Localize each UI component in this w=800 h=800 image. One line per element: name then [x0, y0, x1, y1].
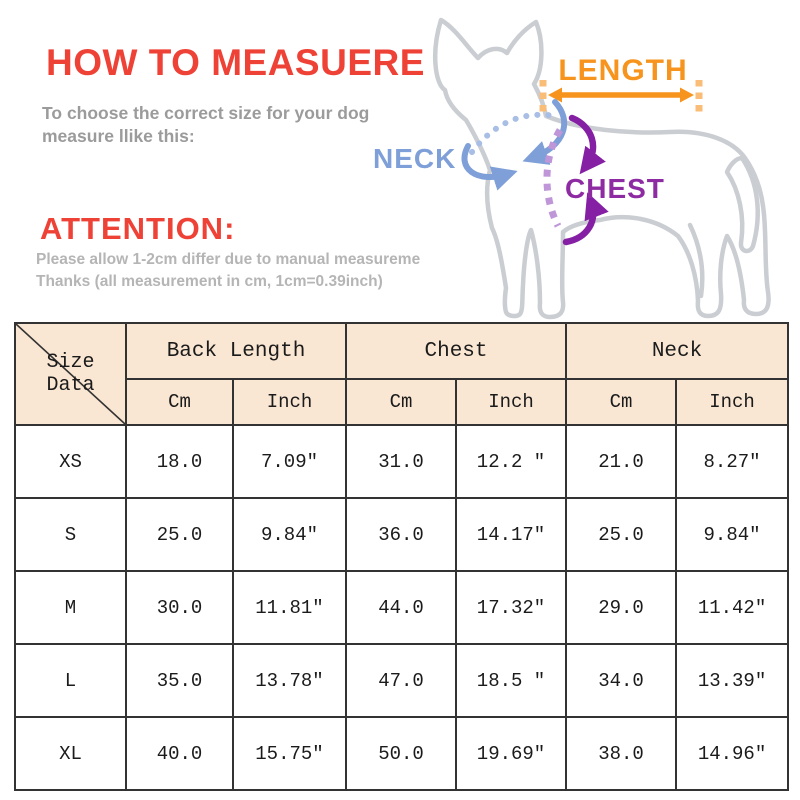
unit-chest-cm: Cm [345, 378, 457, 426]
chest-arrow-lower [562, 192, 609, 246]
unit-back-inch: Inch [232, 378, 347, 426]
measurement-cell: 34.0 [565, 643, 678, 718]
measurement-cell: 30.0 [125, 570, 234, 645]
measurement-cell: 44.0 [345, 570, 457, 645]
dog-thigh-line [687, 222, 705, 299]
page-title: HOW TO MEASUERE [46, 42, 425, 83]
length-annotation: LENGTH [539, 54, 703, 114]
corner-diagonal-line [16, 324, 125, 424]
unit-chest-inch: Inch [454, 378, 568, 426]
measurement-cell: 7.09″ [232, 424, 347, 499]
size-label: XL [14, 716, 127, 791]
measurement-cell: 35.0 [125, 643, 234, 718]
unit-back-cm: Cm [125, 378, 234, 426]
measurement-cell: 40.0 [125, 716, 234, 791]
measurement-cell: 18.5 ″ [454, 643, 568, 718]
neck-dotted-arc [469, 111, 559, 155]
corner-label: Size Data [46, 351, 95, 397]
attention-heading: ATTENTION: [40, 211, 236, 246]
length-label: LENGTH [558, 54, 687, 87]
dog-measurement-diagram: LENGTH NECK CHEST [373, 17, 771, 320]
chest-label: CHEST [565, 173, 665, 204]
measurement-cell: 17.32″ [454, 570, 568, 645]
table-group-header-row: Size Data Back Length Chest Neck [14, 322, 790, 426]
table-row: M 30.0 11.81″ 44.0 17.32″ 29.0 11.42″ [14, 570, 790, 645]
table-unit-header-row: Cm Inch Cm Inch Cm Inch [15, 378, 790, 426]
measurement-cell: 25.0 [565, 497, 678, 572]
size-table: Size Data Back Length Chest Neck Cm Inch… [14, 322, 790, 791]
measurement-cell: 29.0 [565, 570, 678, 645]
measurement-cell: 47.0 [345, 643, 457, 718]
measurement-cell: 21.0 [565, 424, 678, 499]
unit-neck-cm: Cm [565, 378, 678, 426]
measurement-cell: 36.0 [345, 497, 457, 572]
dog-tail [724, 155, 760, 254]
measurement-cell: 14.17″ [454, 497, 568, 572]
measurement-cell: 19.69″ [454, 716, 568, 791]
corner-cell: Size Data [14, 322, 127, 426]
neck-label: NECK [373, 143, 456, 174]
measurement-cell: 31.0 [345, 424, 457, 499]
table-row: S 25.0 9.84″ 36.0 14.17″ 25.0 9.84″ [14, 497, 790, 572]
measurement-cell: 38.0 [565, 716, 678, 791]
attention-body: Please allow 1-2cm differ due to manual … [36, 249, 430, 293]
subtitle-line2: measure llike this: [42, 126, 195, 146]
group-neck: Neck [565, 322, 790, 380]
chest-dashed-arc [543, 128, 564, 228]
size-label: M [14, 570, 127, 645]
table-row: XL 40.0 15.75″ 50.0 19.69″ 38.0 14.96″ [14, 716, 790, 791]
group-chest: Chest [344, 322, 568, 380]
size-label: S [14, 497, 127, 572]
attention-line1: Please allow 1-2cm differ due to manual … [36, 251, 421, 268]
table-row: L 35.0 13.78″ 47.0 18.5 ″ 34.0 13.39″ [14, 643, 790, 718]
measurement-cell: 13.78″ [232, 643, 347, 718]
measurement-cell: 12.2 ″ [454, 424, 568, 499]
group-back-length: Back Length [125, 322, 347, 380]
length-arrowhead-left [548, 87, 562, 103]
measurement-cell: 25.0 [125, 497, 234, 572]
neck-arrow-lower [461, 143, 518, 191]
measurement-cell: 13.39″ [675, 643, 790, 718]
neck-annotation: NECK [373, 99, 568, 191]
measurement-cell: 15.75″ [232, 716, 347, 791]
measurement-cell: 18.0 [125, 424, 234, 499]
measurement-cell: 50.0 [345, 716, 457, 791]
measurement-cell: 14.96″ [675, 716, 790, 791]
subtitle: To choose the correct size for your dog … [42, 102, 369, 148]
measurement-cell: 8.27″ [675, 424, 790, 499]
chest-arrow-upper [568, 114, 606, 175]
attention-line2: Thanks (all measurement in cm, 1cm=0.39i… [36, 273, 383, 290]
measurement-cell: 11.42″ [675, 570, 790, 645]
measurement-cell: 9.84″ [675, 497, 790, 572]
length-arrowhead-right [680, 87, 694, 103]
chest-annotation: CHEST [543, 114, 665, 246]
table-row: XS 18.0 7.09″ 31.0 12.2 ″ 21.0 8.27″ [14, 424, 790, 499]
subtitle-line1: To choose the correct size for your dog [42, 103, 370, 123]
measurement-cell: 9.84″ [232, 497, 347, 572]
size-label: XS [14, 424, 127, 499]
unit-neck-inch: Inch [675, 378, 790, 426]
measurement-cell: 11.81″ [232, 570, 347, 645]
size-label: L [14, 643, 127, 718]
